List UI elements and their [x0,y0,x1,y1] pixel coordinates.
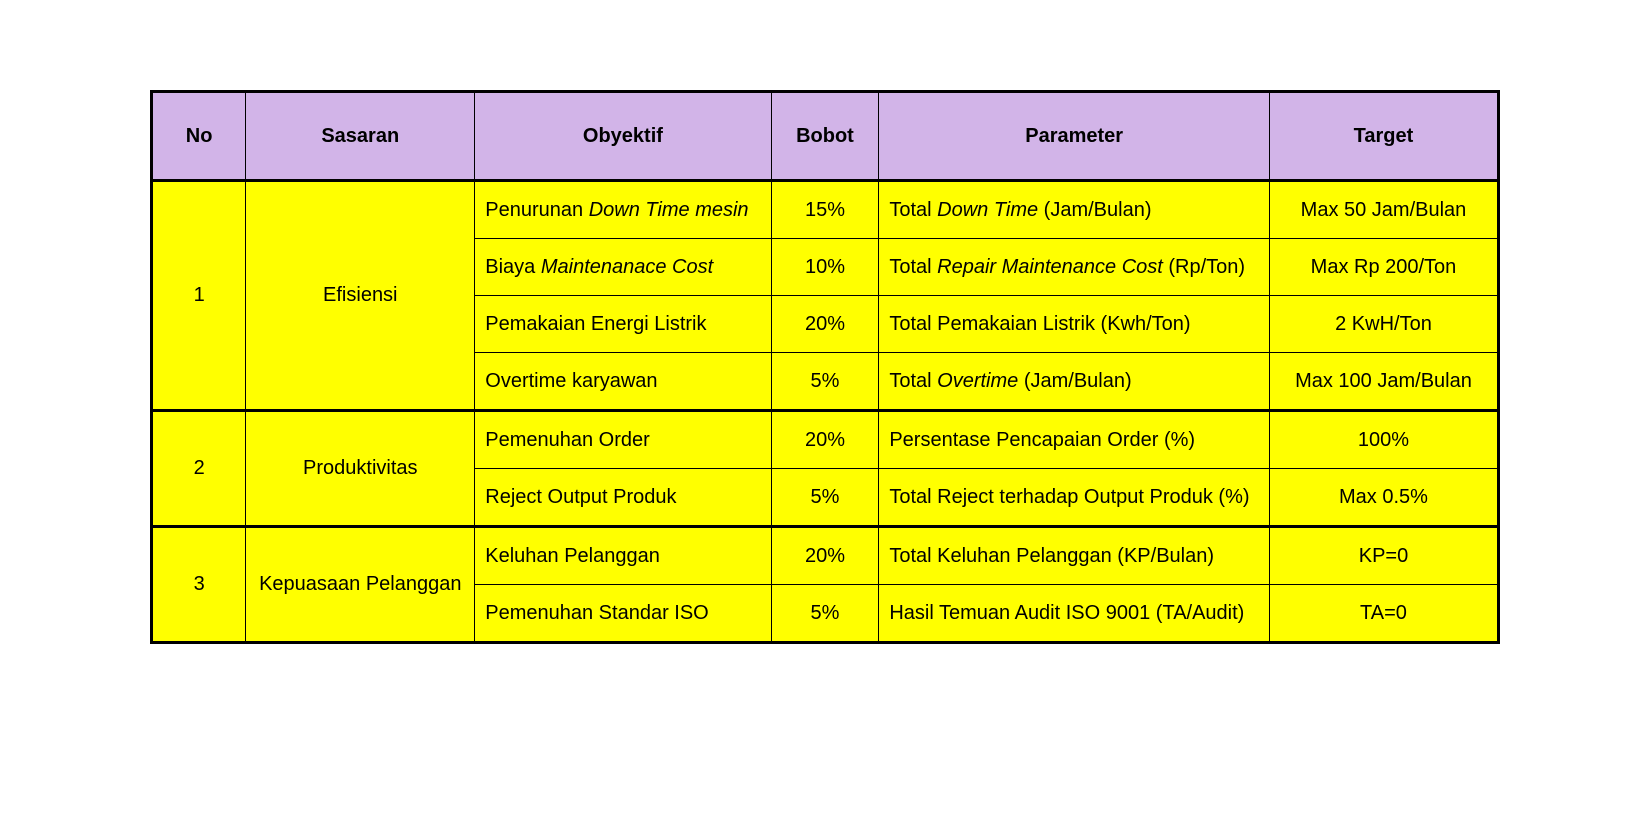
text: Pemenuhan Order [485,429,650,451]
table-row: 1 Efisiensi Penurunan Down Time mesin 15… [152,181,1499,239]
cell-bobot: 5% [771,585,879,643]
text: Total Keluhan Pelanggan (KP/Bulan) [889,545,1214,567]
text-italic: Repair Maintenance Cost [937,256,1168,278]
cell-parameter: Persentase Pencapaian Order (%) [879,411,1270,469]
cell-parameter: Total Repair Maintenance Cost (Rp/Ton) [879,239,1270,296]
col-obyektif: Obyektif [475,92,771,181]
cell-parameter: Hasil Temuan Audit ISO 9001 (TA/Audit) [879,585,1270,643]
cell-target: TA=0 [1269,585,1498,643]
cell-no: 1 [152,181,246,411]
text: (Jam/Bulan) [1044,199,1152,221]
cell-parameter: Total Reject terhadap Output Produk (%) [879,469,1270,527]
cell-bobot: 10% [771,239,879,296]
cell-target: 2 KwH/Ton [1269,296,1498,353]
text-italic: Overtime [937,370,1024,392]
text: Biaya [485,256,541,278]
cell-obyektif: Reject Output Produk [475,469,771,527]
text: (Rp/Ton) [1168,256,1245,278]
cell-parameter: Total Overtime (Jam/Bulan) [879,353,1270,411]
text: (Jam/Bulan) [1024,370,1132,392]
cell-target: Max Rp 200/Ton [1269,239,1498,296]
page: No Sasaran Obyektif Bobot Parameter Targ… [0,0,1650,644]
text-italic: Maintenanace Cost [541,256,713,278]
cell-target: Max 100 Jam/Bulan [1269,353,1498,411]
kpi-table: No Sasaran Obyektif Bobot Parameter Targ… [150,90,1500,644]
col-parameter: Parameter [879,92,1270,181]
cell-bobot: 5% [771,469,879,527]
cell-target: 100% [1269,411,1498,469]
cell-bobot: 20% [771,527,879,585]
cell-bobot: 20% [771,411,879,469]
cell-bobot: 20% [771,296,879,353]
text: Overtime karyawan [485,370,657,392]
text-italic: Down Time mesin [589,199,749,221]
cell-obyektif: Keluhan Pelanggan [475,527,771,585]
cell-no: 2 [152,411,246,527]
cell-target: KP=0 [1269,527,1498,585]
col-target: Target [1269,92,1498,181]
text: Persentase Pencapaian Order (%) [889,429,1195,451]
text: Keluhan Pelanggan [485,545,660,567]
cell-obyektif: Pemenuhan Standar ISO [475,585,771,643]
cell-obyektif: Penurunan Down Time mesin [475,181,771,239]
text-italic: Down Time [937,199,1044,221]
col-sasaran: Sasaran [246,92,475,181]
text: Reject Output Produk [485,486,676,508]
col-no: No [152,92,246,181]
col-bobot: Bobot [771,92,879,181]
cell-bobot: 15% [771,181,879,239]
header-row: No Sasaran Obyektif Bobot Parameter Targ… [152,92,1499,181]
cell-obyektif: Overtime karyawan [475,353,771,411]
text: Total Reject terhadap Output Produk (%) [889,486,1249,508]
cell-parameter: Total Down Time (Jam/Bulan) [879,181,1270,239]
text: Total [889,370,937,392]
cell-no: 3 [152,527,246,643]
table-row: 3 Kepuasaan Pelanggan Keluhan Pelanggan … [152,527,1499,585]
table-row: 2 Produktivitas Pemenuhan Order 20% Pers… [152,411,1499,469]
text: Pemakaian Energi Listrik [485,313,706,335]
cell-target: Max 0.5% [1269,469,1498,527]
cell-target: Max 50 Jam/Bulan [1269,181,1498,239]
text: Total [889,199,937,221]
cell-obyektif: Biaya Maintenanace Cost [475,239,771,296]
cell-sasaran: Kepuasaan Pelanggan [246,527,475,643]
text: Hasil Temuan Audit ISO 9001 (TA/Audit) [889,602,1244,624]
text: Pemenuhan Standar ISO [485,602,708,624]
text: Penurunan [485,199,588,221]
cell-sasaran: Produktivitas [246,411,475,527]
text: Total Pemakaian Listrik (Kwh/Ton) [889,313,1190,335]
cell-obyektif: Pemenuhan Order [475,411,771,469]
text: Total [889,256,937,278]
cell-parameter: Total Pemakaian Listrik (Kwh/Ton) [879,296,1270,353]
cell-obyektif: Pemakaian Energi Listrik [475,296,771,353]
cell-parameter: Total Keluhan Pelanggan (KP/Bulan) [879,527,1270,585]
cell-bobot: 5% [771,353,879,411]
cell-sasaran: Efisiensi [246,181,475,411]
